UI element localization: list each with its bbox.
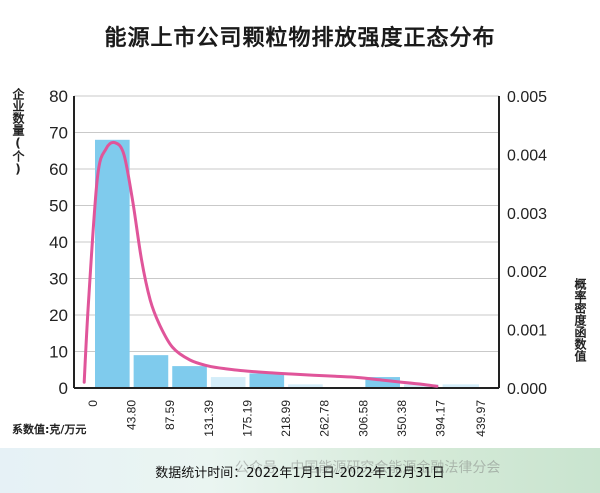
bar [288,384,323,388]
axes [73,96,500,389]
y2-tick-label: 0.001 [507,323,547,340]
bar [210,377,246,388]
y2-tick-label: 0.000 [507,381,547,398]
y-tick-label: 10 [49,343,68,362]
y-axis-right-ticks: 0.000 0.001 0.002 0.003 0.004 0.005 [507,89,547,398]
y-tick-label: 60 [49,160,68,179]
x-tick-label: 43.80 [125,400,139,430]
bar [133,355,169,388]
x-tick-label: 0 [86,400,100,407]
y-axis-left-ticks: 0 10 20 30 40 50 60 70 80 [49,87,68,398]
y-tick-label: 0 [59,379,68,398]
y2-tick-label: 0.002 [507,264,547,281]
bar [365,377,400,388]
x-tick-label: 350.38 [395,400,409,437]
bar [172,366,207,388]
x-tick-label: 218.99 [279,400,293,437]
gridlines [74,95,499,389]
x-axis-ticks: 0 43.80 87.59 131.39 175.19 218.99 262.78 306.5… [86,400,488,437]
x-tick-label: 394.17 [434,400,448,437]
y2-tick-label: 0.003 [507,206,547,223]
y-tick-label: 20 [49,306,68,325]
y2-tick-label: 0.005 [507,89,547,106]
density-curve [82,140,439,388]
y-tick-label: 70 [49,124,68,143]
y-tick-label: 40 [49,233,68,252]
watermark: 公众号 · 中国能源研究会能源金融法律分会 [235,460,501,476]
x-axis-label: 系数值:克/万元 [12,423,87,436]
y2-tick-label: 0.004 [507,147,547,164]
chart-title: 能源上市公司颗粒物排放强度正态分布 [104,25,496,51]
x-tick-label: 175.19 [240,400,254,437]
histogram-bars [95,139,479,388]
y-axis-right-label: 概率密度函数值 [573,278,587,362]
x-tick-label: 439.97 [474,400,488,437]
y-tick-label: 80 [49,87,68,106]
y-tick-label: 30 [49,270,68,289]
stats-time: 数据统计时间：2022年1月1日-2022年12月31日 [155,466,445,481]
x-tick-label: 262.78 [318,400,332,437]
bar [442,384,479,388]
bar [95,139,130,388]
x-tick-label: 306.58 [356,400,370,437]
y-tick-label: 50 [49,197,68,216]
x-tick-label: 131.39 [202,400,216,437]
bar [403,384,439,388]
y-axis-left-label: 企业数量(个) [11,88,25,176]
bar [249,373,285,388]
x-tick-label: 87.59 [163,400,177,430]
footer-band [0,448,600,493]
density-curve-group [82,140,439,388]
